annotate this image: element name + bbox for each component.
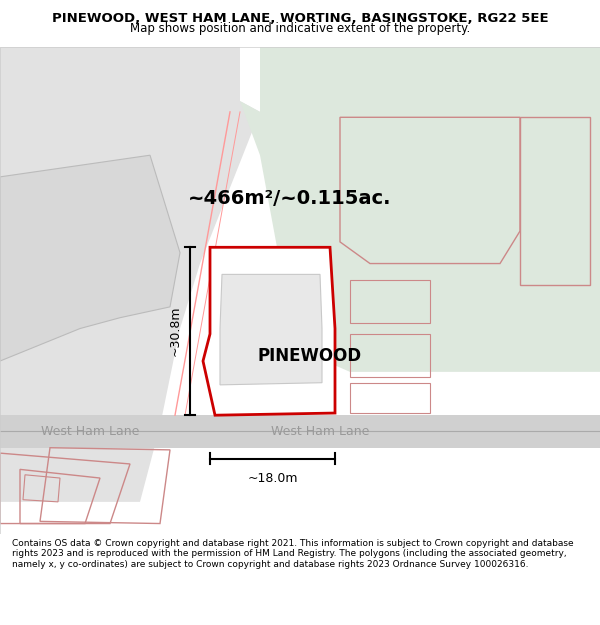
Text: Map shows position and indicative extent of the property.: Map shows position and indicative extent… [130,22,470,35]
Text: West Ham Lane: West Ham Lane [271,425,369,438]
Text: Contains OS data © Crown copyright and database right 2021. This information is : Contains OS data © Crown copyright and d… [12,539,574,569]
Polygon shape [220,274,322,385]
Text: ~30.8m: ~30.8m [169,306,182,356]
Text: ~18.0m: ~18.0m [247,471,298,484]
Polygon shape [203,248,335,415]
Text: PINEWOOD: PINEWOOD [258,347,362,364]
Polygon shape [240,47,600,372]
Polygon shape [0,155,180,361]
Bar [0,415,600,447]
Polygon shape [0,47,260,502]
Text: PINEWOOD, WEST HAM LANE, WORTING, BASINGSTOKE, RG22 5EE: PINEWOOD, WEST HAM LANE, WORTING, BASING… [52,12,548,25]
Text: West Ham Lane: West Ham Lane [41,425,139,438]
Text: ~466m²/~0.115ac.: ~466m²/~0.115ac. [188,189,392,208]
